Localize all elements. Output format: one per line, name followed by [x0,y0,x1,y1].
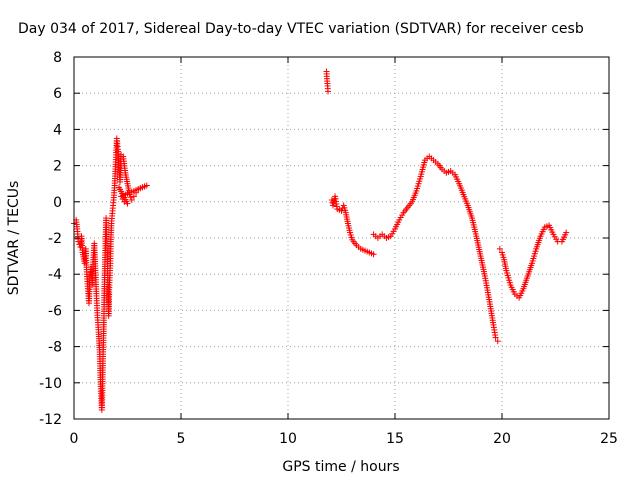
data-point [370,251,377,258]
data-point [496,245,503,252]
y-axis-label: SDTVAR / TECUs [6,181,22,296]
y-tick-label: 6 [53,86,62,102]
x-tick-label: 20 [493,431,511,447]
gridlines [74,57,609,419]
y-tick-label: -12 [39,412,62,428]
y-tick-label: -10 [39,376,62,392]
y-tick-label: -4 [48,267,62,283]
data-point [492,334,499,341]
y-tick-label: 0 [53,195,62,211]
y-tick-label: 8 [53,50,62,66]
x-tick-label: 15 [386,431,404,447]
x-axis-label: GPS time / hours [282,459,399,475]
chart-title: Day 034 of 2017, Sidereal Day-to-day VTE… [18,21,584,37]
axis-ticks: 0 5 10 15 20 25 -12 -10 -8 -6 -4 -2 0 2 4 6 8 [39,50,618,447]
y-tick-label: 4 [53,122,62,138]
data-point [325,88,332,95]
data-point [130,193,137,200]
x-tick-label: 0 [70,431,79,447]
data-point [115,184,122,191]
data-point [563,229,570,236]
y-tick-label: -6 [48,303,62,319]
y-tick-label: 2 [53,159,62,175]
data-point [128,196,135,203]
data-point [127,194,134,201]
data-point [494,338,501,345]
y-tick-label: -2 [48,231,62,247]
data-points [71,68,570,413]
x-tick-label: 10 [279,431,297,447]
data-point [338,207,345,214]
x-tick-label: 25 [600,431,618,447]
y-tick-label: -8 [48,340,62,356]
x-tick-label: 5 [177,431,186,447]
